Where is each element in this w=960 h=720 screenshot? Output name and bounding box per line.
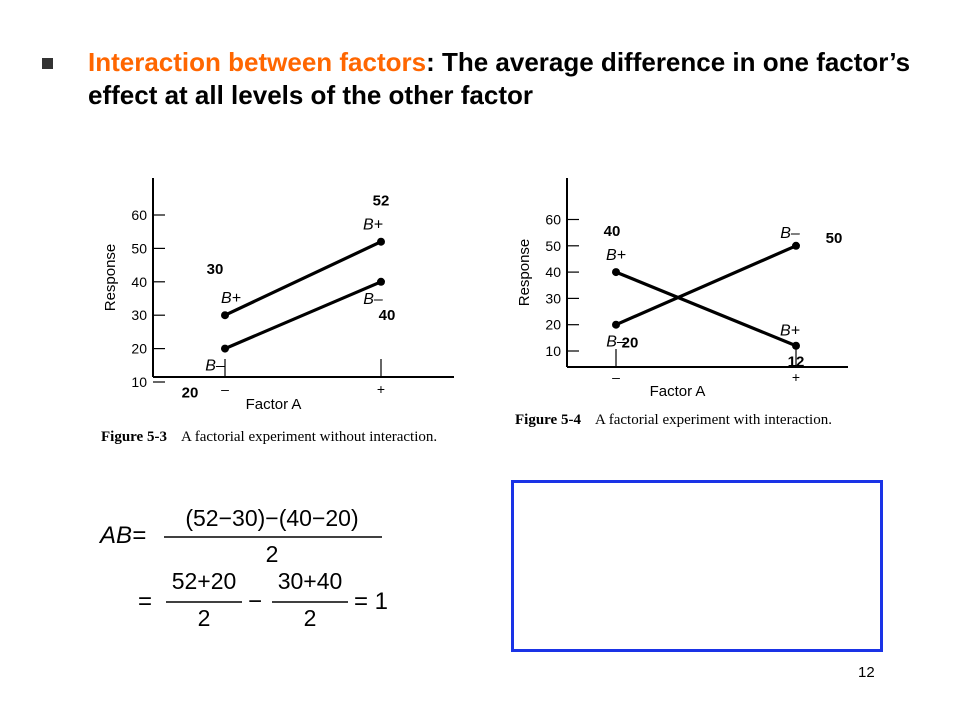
equation-frac2-numerator: 30+40 xyxy=(278,568,343,594)
y-tick-label: 60 xyxy=(131,207,147,223)
data-point xyxy=(377,237,385,246)
heading-key-term: Interaction between factors xyxy=(88,47,427,77)
slide-heading: Interaction between factors: The average… xyxy=(88,46,928,112)
value-annotation: 12 xyxy=(788,354,805,371)
equation-frac2-denominator: 2 xyxy=(304,605,317,631)
value-annotation: 40 xyxy=(604,223,621,240)
figure-5-3-number: Figure 5-3 xyxy=(101,429,167,445)
x-tick-label: – xyxy=(221,381,229,397)
bullet-marker xyxy=(42,58,53,69)
y-tick-label: 10 xyxy=(131,374,147,390)
x-axis-label: Factor A xyxy=(650,383,706,400)
value-annotation: 20 xyxy=(622,335,639,352)
data-point xyxy=(612,268,620,277)
series-label: B+ xyxy=(606,247,626,264)
x-tick-label: + xyxy=(377,381,385,397)
equation-lhs: AB= xyxy=(98,522,146,549)
figure-5-4-caption: Figure 5-4 A factorial experiment with in… xyxy=(515,411,855,429)
figure-5-3-chart: 10 20 30 40 50 60 – + Factor A Response B+ B+ B– B– 30… xyxy=(102,178,454,413)
value-annotation: 50 xyxy=(826,230,843,247)
series-line xyxy=(615,270,797,348)
data-point xyxy=(221,344,229,353)
data-point xyxy=(377,277,385,286)
y-axis-label: Response xyxy=(102,244,119,312)
page-number: 12 xyxy=(858,664,875,681)
equation-line1-denominator: 2 xyxy=(266,541,279,567)
equation-minus: − xyxy=(248,588,262,615)
value-annotation: 40 xyxy=(379,307,396,324)
y-tick-label: 10 xyxy=(545,343,561,359)
equation-frac1-denominator: 2 xyxy=(198,605,211,631)
x-tick-label: – xyxy=(612,369,620,385)
series-label: B– xyxy=(606,334,626,351)
data-point xyxy=(792,241,800,250)
y-tick-label: 50 xyxy=(545,238,561,254)
y-tick-label: 20 xyxy=(545,317,561,333)
series-line xyxy=(615,244,797,327)
series-label: B– xyxy=(205,358,225,375)
y-tick-label: 60 xyxy=(545,212,561,228)
blank-answer-box xyxy=(511,480,883,652)
equation-frac1-numerator: 52+20 xyxy=(172,568,237,594)
series-label: B– xyxy=(780,225,800,242)
data-point xyxy=(612,320,620,329)
figure-5-4-chart: 10 20 30 40 50 60 – + Factor A Response B+ B+ B– B– 40… xyxy=(516,178,848,400)
y-tick-label: 20 xyxy=(131,341,147,357)
series-line xyxy=(224,240,382,317)
figure-5-4-number: Figure 5-4 xyxy=(515,412,581,428)
figure-5-4-caption-text: A factorial experiment with interaction. xyxy=(594,412,832,428)
series-label: B– xyxy=(363,291,383,308)
value-annotation: 20 xyxy=(182,385,199,402)
y-axis-label: Response xyxy=(516,239,533,307)
value-annotation: 30 xyxy=(207,261,224,278)
y-tick-label: 30 xyxy=(131,307,147,323)
data-point xyxy=(221,311,229,320)
series-line xyxy=(224,280,382,351)
equation-result: = 1 xyxy=(354,588,388,615)
equation-line2-equals: = xyxy=(138,588,152,615)
heading-definition: : The average difference in one factor’s… xyxy=(88,47,911,110)
y-tick-label: 40 xyxy=(131,274,147,290)
x-tick-label: + xyxy=(792,369,800,385)
x-axis-label: Factor A xyxy=(246,396,302,413)
value-annotation: 52 xyxy=(373,193,390,210)
series-label: B+ xyxy=(221,290,241,307)
y-tick-label: 30 xyxy=(545,290,561,306)
figure-5-3-caption: Figure 5-3 A factorial experiment without… xyxy=(101,428,461,446)
data-point xyxy=(792,341,800,350)
figure-5-3-caption-text: A factorial experiment without interacti… xyxy=(180,429,438,445)
interaction-equation: AB= (52−30)−(40−20) 2 = 52+20 2 − 30+40 … xyxy=(98,505,388,631)
equation-line1-numerator: (52−30)−(40−20) xyxy=(185,505,358,531)
y-tick-label: 50 xyxy=(131,240,147,256)
series-label: B+ xyxy=(780,323,800,340)
y-tick-label: 40 xyxy=(545,264,561,280)
series-label: B+ xyxy=(363,217,383,234)
